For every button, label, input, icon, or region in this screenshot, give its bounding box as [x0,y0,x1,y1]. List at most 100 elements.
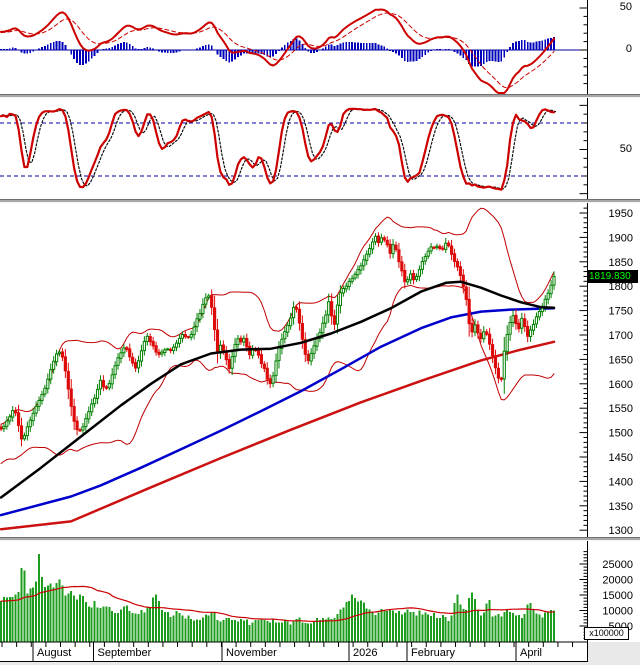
candle-body [72,406,76,422]
price-axis-label: 1750 [609,306,633,318]
last-price-tag: 1819.830 [588,270,638,283]
candle-body [239,337,243,343]
candle-body [37,399,41,407]
candle-body [259,354,264,364]
candle-body [537,310,541,318]
candle-body [210,295,214,308]
candle-body [75,420,79,431]
candle-body [496,367,501,379]
candle-body [133,362,138,369]
volume-multiplier-label: x100000 [584,627,629,640]
price-axis-label: 1400 [609,476,633,488]
candle-body [265,367,269,380]
candle-body [66,370,70,390]
price-axis-label: 1350 [609,501,633,513]
candle-body [406,279,410,283]
candle-body [520,317,524,329]
candle-body [28,419,32,428]
candle-body [429,246,433,252]
candle-body [411,273,416,281]
candle-body [534,316,539,325]
bollinger-upper-band [0,207,555,425]
macd-axis-label-50: 50 [619,1,632,13]
x-axis-month-label: September [97,647,152,659]
candle-body [300,322,304,340]
candle-body [321,322,325,334]
macd-line [0,8,555,94]
candle-body [186,336,190,339]
candle-body [485,331,489,335]
candle-body [312,345,316,354]
candle-body [160,351,164,355]
macd-signal-line [0,12,555,89]
panel-divider[interactable] [0,199,640,203]
candle-body [482,331,486,340]
candle-body [470,323,474,333]
candle-body [78,429,82,432]
candle-body [327,301,331,316]
candle-body [493,355,498,369]
candle-body [473,324,477,333]
candle-body [531,323,536,331]
candle-body [204,297,208,305]
candle-body [119,352,123,359]
candle-body [523,318,527,328]
candle-body [46,378,50,390]
candle-body [394,244,398,251]
candle-body [332,315,337,325]
candle-body [110,374,114,385]
candle-body [151,340,155,347]
candle-body [309,352,313,362]
stoch-k-line [0,107,556,191]
volume-axis-label: 10000 [602,606,633,618]
bollinger-lower-band [0,284,555,464]
x-axis-month-label: April [520,647,543,659]
candle-body [368,248,372,255]
candle-body [16,412,21,426]
candle-body [526,326,530,337]
candle-body [198,313,202,320]
candle-body [90,403,94,413]
candle-body [172,346,176,352]
candle-body [201,303,205,314]
candle-body [271,375,275,384]
candle-body [25,426,29,437]
candle-body [142,340,146,351]
candle-body [245,338,249,348]
ma-black-line [0,280,556,499]
candle-body [385,239,389,246]
price-axis-label: 1550 [609,403,633,415]
candle-body [490,344,495,357]
candle-body [476,324,480,334]
bottom-edge [0,662,640,665]
bottom-right-corner [588,642,640,665]
candle-body [376,235,381,244]
stoch-d-line [1,108,557,190]
ma-red-line [0,340,556,531]
candle-body [297,308,302,324]
candle-body [189,333,193,338]
price-axis-label: 1950 [609,208,633,220]
candle-body [397,249,401,263]
panel-divider[interactable] [0,537,640,541]
candle-body [417,269,422,277]
candle-body [289,317,293,327]
candle-body [125,347,129,350]
candle-body [370,241,375,250]
candle-body [543,298,547,308]
volume-axis-label: 15000 [602,590,633,602]
candle-body [207,295,211,299]
candle-body [31,412,35,422]
price-axis-label: 1500 [609,428,633,440]
candle-body [107,383,111,389]
candle-body [95,388,100,400]
price-axis-label: 1800 [609,281,633,293]
candle-body [420,261,424,270]
price-axis-label: 1450 [609,452,633,464]
stoch-axis-label-50: 50 [619,143,632,155]
candle-body [236,338,240,346]
panel-divider[interactable] [0,94,640,98]
candle-body [303,339,307,355]
candle-body [136,360,141,369]
